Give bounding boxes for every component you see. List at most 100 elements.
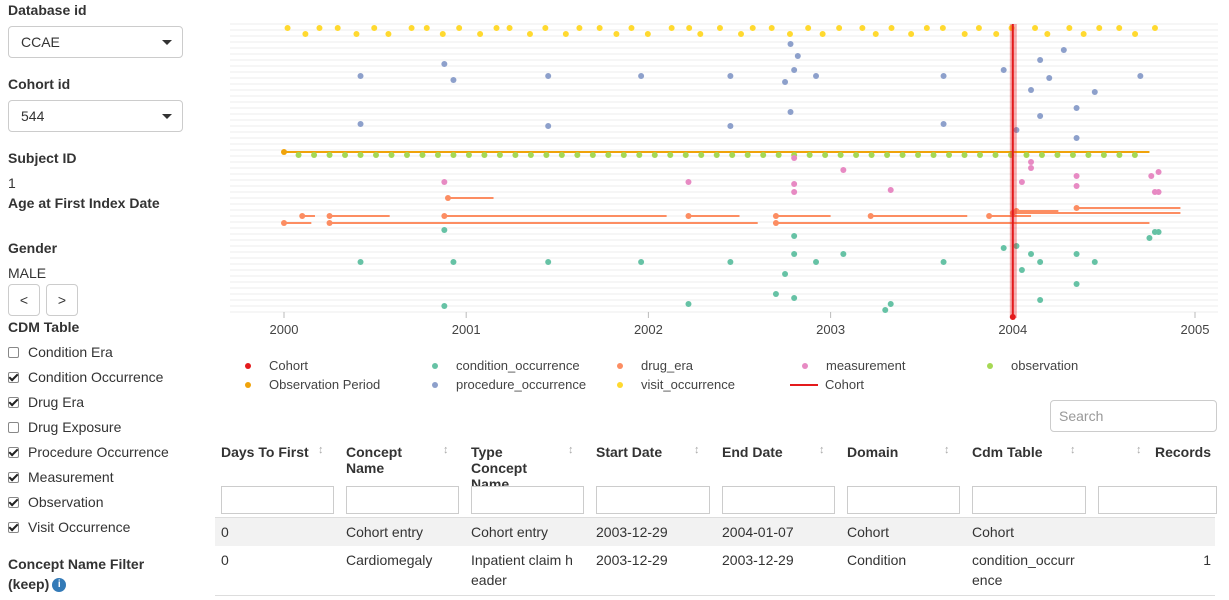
- sort-icon[interactable]: ↕: [1136, 444, 1142, 456]
- observation-point: [388, 152, 395, 158]
- cohort-point: [1009, 314, 1016, 320]
- visit_occurrence-point: [836, 25, 843, 31]
- legend-item[interactable]: condition_occurrence: [432, 358, 580, 373]
- column-filter-input[interactable]: [221, 486, 334, 514]
- legend-label: procedure_occurrence: [456, 377, 587, 392]
- checkbox-unchecked-icon[interactable]: [8, 421, 19, 433]
- checkbox-unchecked-icon[interactable]: [8, 346, 19, 358]
- observation-point: [915, 152, 922, 158]
- checkbox-drug-exposure[interactable]: Drug Exposure: [8, 418, 121, 436]
- observation-point: [543, 152, 550, 158]
- column-filter-input[interactable]: [471, 486, 584, 514]
- checkbox-checked-icon[interactable]: [8, 371, 19, 383]
- legend-item[interactable]: observation: [987, 358, 1078, 373]
- legend-item[interactable]: Cohort: [245, 358, 308, 373]
- checkbox-observation[interactable]: Observation: [8, 493, 103, 511]
- checkbox-drug-era[interactable]: Drug Era: [8, 393, 84, 411]
- search-input[interactable]: Search: [1050, 400, 1217, 432]
- table-cell: Inpatient claim header: [471, 552, 573, 588]
- drug-era-point: [326, 213, 333, 219]
- column-header[interactable]: End Date: [722, 444, 783, 460]
- legend-item[interactable]: drug_era: [617, 358, 693, 373]
- observation-point: [682, 152, 689, 158]
- checkbox-checked-icon[interactable]: [8, 396, 19, 408]
- checkbox-condition-occurrence[interactable]: Condition Occurrence: [8, 368, 163, 386]
- drug-era-point: [986, 213, 993, 219]
- column-header[interactable]: Start Date: [596, 444, 663, 460]
- cohort-id-label: Cohort id: [8, 76, 71, 92]
- x-tick-label: 2003: [816, 322, 845, 337]
- observation-point: [403, 152, 410, 158]
- subject-id-label: Subject ID: [8, 150, 77, 166]
- visit_occurrence-point: [1096, 25, 1103, 31]
- observation-point: [744, 152, 751, 158]
- sort-icon[interactable]: ↕: [568, 444, 574, 456]
- checkbox-measurement[interactable]: Measurement: [8, 468, 114, 486]
- legend-item[interactable]: measurement: [802, 358, 905, 373]
- procedure_occurrence-point: [940, 73, 947, 79]
- sort-icon[interactable]: ↕: [819, 444, 825, 456]
- checkbox-condition-era[interactable]: Condition Era: [8, 343, 113, 361]
- observation-point: [1116, 152, 1123, 158]
- procedure_occurrence-point: [450, 77, 457, 83]
- cohort-id-select[interactable]: 544: [8, 100, 183, 132]
- visit_occurrence-point: [477, 31, 484, 37]
- legend-item[interactable]: Cohort: [790, 377, 864, 392]
- checkbox-checked-icon[interactable]: [8, 446, 19, 458]
- next-subject-button[interactable]: >: [46, 284, 78, 316]
- observation-point: [729, 152, 736, 158]
- drug-era-point: [281, 220, 287, 226]
- x-tick-label: 2001: [452, 322, 481, 337]
- column-filter-input[interactable]: [722, 486, 835, 514]
- column-header[interactable]: Days To First: [221, 444, 309, 460]
- checkbox-checked-icon[interactable]: [8, 496, 19, 508]
- column-header[interactable]: Type Concept Name: [471, 444, 527, 492]
- column-header[interactable]: Concept Name: [346, 444, 402, 476]
- observation-point: [512, 152, 519, 158]
- table-row[interactable]: [215, 518, 1215, 546]
- legend-dot-marker: [802, 362, 808, 369]
- info-icon[interactable]: i: [52, 578, 67, 593]
- observation-point: [465, 152, 472, 158]
- database-id-select[interactable]: CCAE: [8, 26, 183, 58]
- column-filter-input[interactable]: [346, 486, 459, 514]
- legend-item[interactable]: procedure_occurrence: [432, 377, 586, 392]
- sort-icon[interactable]: ↕: [944, 444, 950, 456]
- gender-label: Gender: [8, 240, 58, 256]
- column-filter-input[interactable]: [1098, 486, 1217, 514]
- legend-dot-marker: [432, 362, 438, 369]
- x-tick-label: 2005: [1181, 322, 1210, 337]
- checkbox-checked-icon[interactable]: [8, 471, 19, 483]
- checkbox-checked-icon[interactable]: [8, 521, 19, 533]
- visit_occurrence-point: [316, 25, 323, 31]
- visit_occurrence-point: [1080, 31, 1087, 37]
- procedure_occurrence-point: [727, 123, 734, 129]
- sort-icon[interactable]: ↕: [1070, 444, 1076, 456]
- procedure_occurrence-point: [545, 123, 552, 129]
- visit_occurrence-point: [819, 31, 826, 37]
- column-header[interactable]: Domain: [847, 444, 899, 460]
- condition_occurrence-point: [772, 291, 779, 297]
- column-filter-input[interactable]: [847, 486, 960, 514]
- column-filter-input[interactable]: [596, 486, 710, 514]
- legend-item[interactable]: visit_occurrence: [617, 377, 735, 392]
- previous-subject-button[interactable]: <: [8, 284, 40, 316]
- sort-icon[interactable]: ↕: [694, 444, 700, 456]
- column-filter-input[interactable]: [972, 486, 1086, 514]
- checkbox-procedure-occurrence[interactable]: Procedure Occurrence: [8, 443, 169, 461]
- drug-era-point: [444, 195, 451, 201]
- observation-point: [651, 152, 658, 158]
- legend-item[interactable]: Observation Period: [245, 377, 380, 392]
- sort-icon[interactable]: ↕: [318, 444, 324, 456]
- procedure_occurrence-point: [1037, 113, 1044, 119]
- procedure_occurrence-point: [1013, 127, 1020, 133]
- column-header[interactable]: Records: [1154, 444, 1211, 460]
- observation-point: [342, 152, 349, 158]
- legend-dot-marker: [617, 362, 623, 369]
- column-header[interactable]: Cdm Table: [972, 444, 1043, 460]
- checkbox-visit-occurrence[interactable]: Visit Occurrence: [8, 518, 130, 536]
- procedure_occurrence-point: [441, 61, 448, 67]
- sort-icon[interactable]: ↕: [443, 444, 449, 456]
- visit_occurrence-point: [542, 25, 549, 31]
- measurement-point: [791, 181, 798, 187]
